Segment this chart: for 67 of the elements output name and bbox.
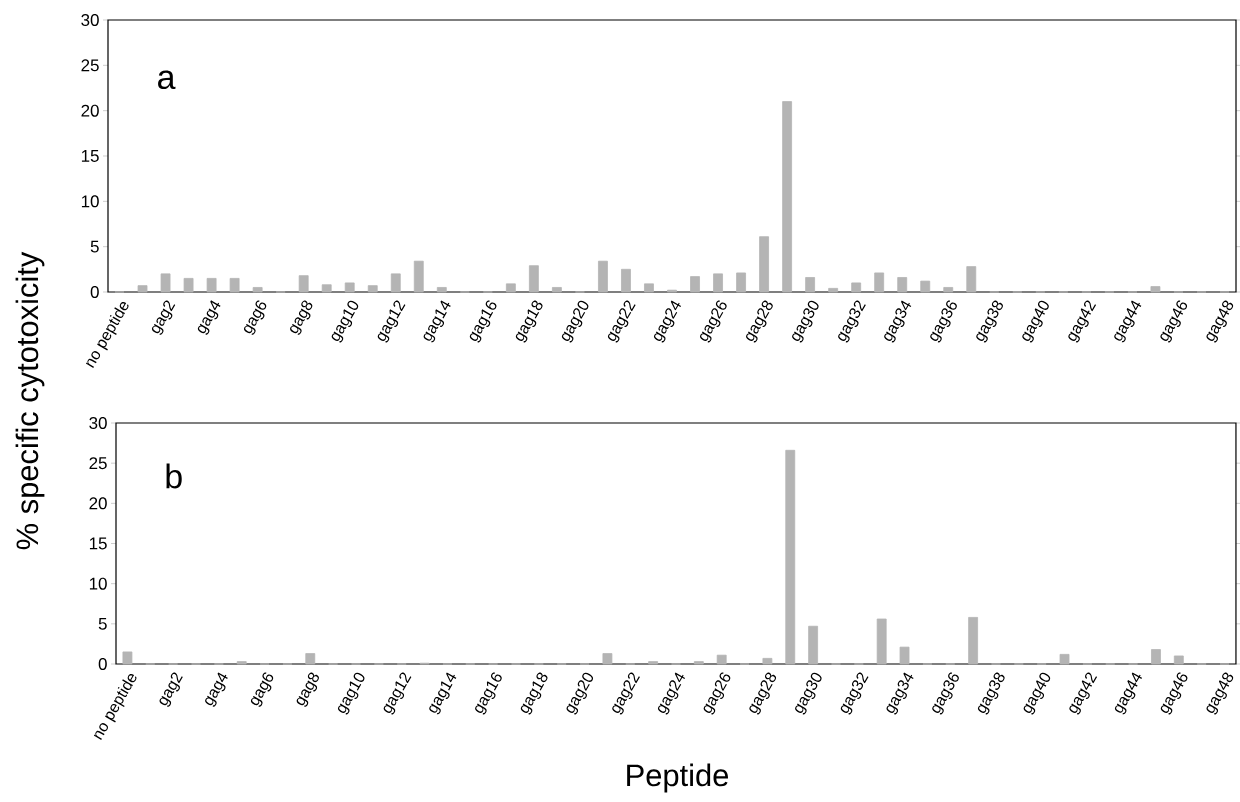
y-tick-label: 15 [81, 150, 99, 162]
bar [160, 273, 171, 293]
bar [528, 265, 539, 293]
bar [782, 101, 792, 293]
bar [236, 661, 247, 665]
text: b [166, 463, 182, 489]
y-axis-title: % specific cytotoxicity [15, 251, 45, 550]
bar [1173, 655, 1184, 665]
bar [736, 272, 746, 293]
bar [1150, 286, 1161, 293]
bar [229, 277, 240, 293]
bar [413, 260, 424, 293]
y-tick-label: 10 [89, 577, 107, 590]
y-tick-label: 25 [89, 457, 107, 470]
bar [598, 260, 608, 293]
y-tick-label: 5 [98, 617, 107, 630]
y-tick-label: 10 [81, 195, 99, 208]
bar [252, 287, 263, 293]
bar [966, 266, 977, 293]
bar [713, 273, 723, 293]
bar [390, 273, 401, 293]
bar [505, 283, 516, 293]
bar [1059, 653, 1070, 665]
bar [1151, 649, 1161, 665]
y-tick-label: 20 [89, 497, 107, 510]
bar [552, 287, 562, 293]
bar [621, 268, 631, 293]
y-tick-label: 0 [98, 658, 107, 670]
bar [874, 272, 885, 293]
bar [183, 277, 194, 293]
bar [122, 651, 133, 665]
bar [876, 618, 887, 665]
bar [828, 287, 839, 293]
bar [897, 277, 908, 293]
bar [805, 277, 816, 293]
y-tick-label: 5 [90, 240, 99, 253]
bar [367, 285, 378, 293]
bar [137, 285, 148, 293]
bar [436, 287, 447, 293]
y-tick-label: 25 [81, 59, 99, 72]
bar [785, 449, 796, 665]
bar [899, 646, 910, 665]
bar [920, 280, 931, 293]
y-tick-label: 0 [90, 286, 99, 298]
bar [305, 653, 316, 665]
bar [762, 657, 773, 665]
y-tick-label: 30 [89, 417, 107, 429]
bar [943, 287, 954, 293]
y-tick-label: 30 [81, 13, 99, 26]
x-axis-title: Peptide [627, 763, 728, 793]
bar [321, 284, 332, 293]
text: a [158, 70, 176, 90]
y-tick-label: 20 [81, 104, 99, 117]
bar [759, 236, 769, 293]
bar [298, 275, 309, 293]
bar [206, 277, 217, 293]
y-tick-label: 15 [89, 537, 107, 550]
bar [693, 661, 704, 665]
bar [808, 625, 819, 665]
bar [602, 653, 613, 665]
bar [648, 661, 659, 665]
bar [716, 654, 727, 665]
bar [690, 276, 700, 293]
bar [344, 282, 355, 293]
bar [968, 617, 979, 665]
bar [644, 283, 654, 293]
bar [851, 282, 862, 293]
